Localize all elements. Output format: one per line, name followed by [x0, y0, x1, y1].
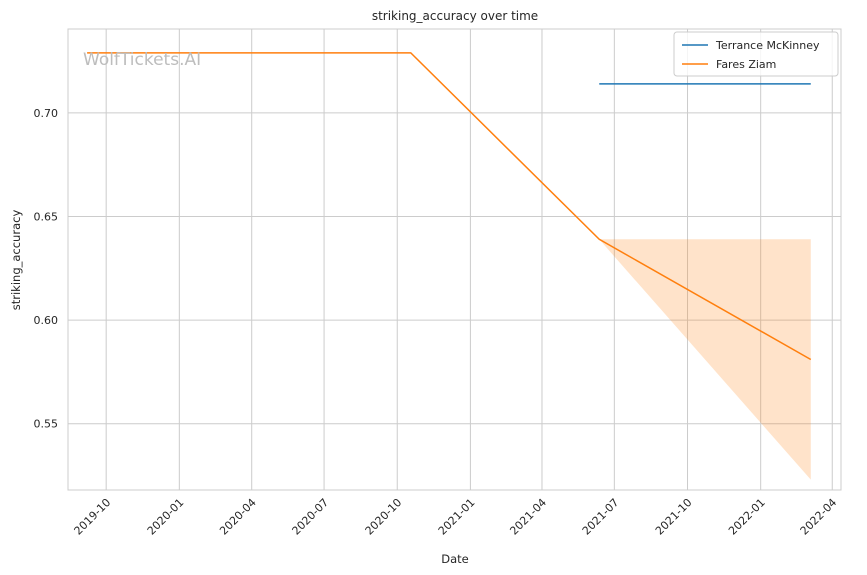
y-axis-ticks: 0.55 0.60 0.65 0.70 [34, 107, 59, 431]
y-tick-label: 0.55 [34, 418, 59, 431]
y-axis-label: striking_accuracy [9, 210, 23, 311]
x-tick-label: 2021-10 [653, 496, 695, 538]
x-tick-label: 2020-07 [290, 496, 332, 538]
x-tick-label: 2020-10 [363, 496, 405, 538]
legend-label-terrance-mckinney: Terrance McKinney [715, 39, 820, 52]
series-line-fares-ziam [87, 52, 812, 361]
confidence-bands [599, 239, 811, 480]
y-tick-label: 0.70 [34, 107, 59, 120]
x-tick-label: 2020-01 [145, 496, 187, 538]
x-tick-label: 2019-10 [72, 496, 114, 538]
series-lines [87, 52, 812, 361]
watermark: WolfTickets.AI [83, 50, 201, 70]
chart-title: striking_accuracy over time [372, 9, 538, 23]
x-axis-label: Date [441, 552, 469, 566]
x-tick-label: 2022-01 [726, 496, 768, 538]
legend: Terrance McKinney Fares Ziam [673, 31, 839, 77]
x-tick-label: 2021-07 [580, 496, 622, 538]
legend-box [673, 31, 839, 77]
x-tick-label: 2021-04 [507, 496, 549, 538]
y-tick-label: 0.60 [34, 314, 59, 327]
x-tick-label: 2020-04 [217, 496, 259, 538]
grid [68, 29, 841, 490]
x-tick-label: 2021-01 [436, 496, 478, 538]
plot-frame [67, 28, 842, 491]
x-tick-label: 2022-04 [798, 496, 840, 538]
legend-label-fares-ziam: Fares Ziam [716, 58, 776, 71]
x-axis-ticks: 2019-10 2020-01 2020-04 2020-07 2020-10 2021-… [72, 496, 840, 538]
y-tick-label: 0.65 [34, 211, 59, 224]
confidence-band-fares-ziam [599, 239, 811, 480]
